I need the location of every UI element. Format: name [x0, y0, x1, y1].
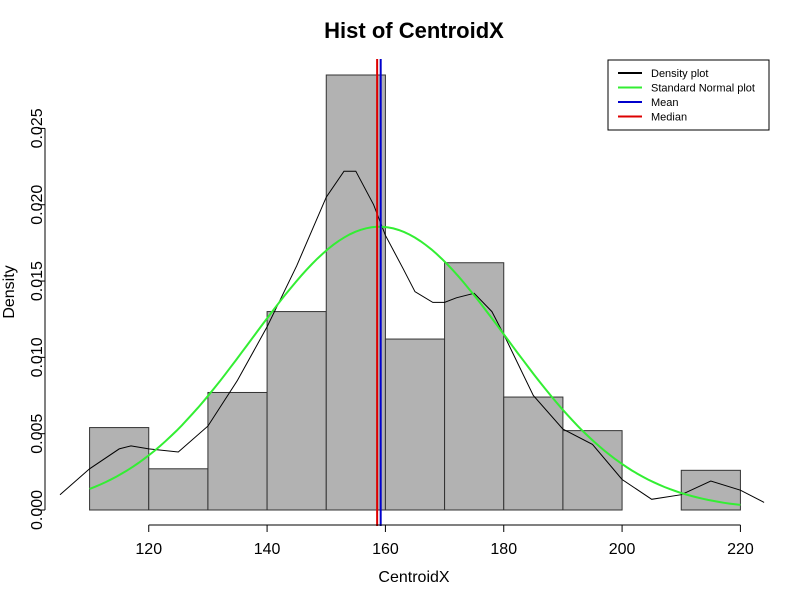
legend-label-mean: Mean — [651, 97, 679, 109]
histogram-bar-4 — [325, 74, 386, 511]
x-tick-label: 200 — [609, 541, 636, 558]
histogram-bar-7 — [503, 396, 564, 511]
histogram-bar-2 — [207, 391, 268, 511]
x-tick-label: 220 — [727, 541, 754, 558]
vertical-lines — [376, 59, 382, 526]
legend-label-standard-normal-plot: Standard Normal plot — [651, 83, 755, 95]
histogram-bar-6 — [444, 262, 505, 511]
legend-label-density-plot: Density plot — [651, 68, 708, 80]
histogram-bar-5 — [384, 338, 446, 511]
y-tick-label: 0.025 — [29, 108, 46, 148]
x-tick-label: 140 — [254, 541, 281, 558]
density-plot-curve — [59, 170, 765, 503]
legend-label-median: Median — [651, 112, 687, 124]
y-tick-label: 0.000 — [29, 490, 46, 530]
histogram-bars — [89, 74, 741, 511]
y-tick-label: 0.005 — [29, 414, 46, 454]
histogram-bar-0 — [89, 427, 150, 511]
legend: Density plot Standard Normal plot Mean Medi… — [607, 59, 770, 131]
curves-layer — [59, 170, 765, 506]
x-tick-label: 180 — [490, 541, 517, 558]
histogram-bar-3 — [266, 311, 327, 511]
standard-normal-plot-curve — [89, 225, 741, 506]
y-tick-label: 0.020 — [29, 185, 46, 225]
x-tick-label: 160 — [372, 541, 399, 558]
x-axis: 120 140 160 180 200 220 — [135, 524, 754, 558]
y-tick-label: 0.010 — [29, 337, 46, 377]
chart-title: Hist of CentroidX — [324, 18, 504, 43]
y-axis-label: Density — [1, 265, 18, 318]
histogram-bar-1 — [148, 468, 209, 511]
y-axis: 0.000 0.005 0.010 0.015 0.020 0.025 — [29, 108, 46, 530]
y-tick-label: 0.015 — [29, 261, 46, 301]
histogram-bar-8 — [562, 430, 623, 511]
x-tick-label: 120 — [135, 541, 162, 558]
x-axis-label: CentroidX — [378, 569, 449, 586]
legend-box — [607, 59, 770, 131]
